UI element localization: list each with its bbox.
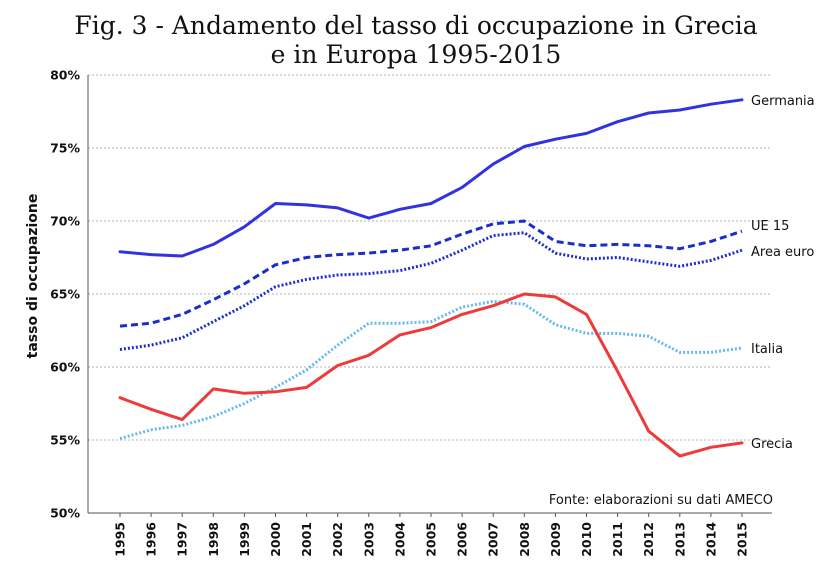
x-tick-label: 2012: [641, 522, 656, 557]
series-label-germania: Germania: [751, 94, 815, 109]
x-tick-label: 2015: [735, 522, 750, 557]
series-line-germania: [118, 98, 744, 258]
x-tick-label: 2003: [361, 522, 376, 557]
series-lines: [118, 98, 744, 458]
series-line-italia: [119, 299, 743, 440]
x-tick-label: 1999: [237, 522, 252, 557]
x-tick-label: 2005: [424, 522, 439, 557]
y-axis-label: tasso di occupazione: [25, 194, 41, 359]
x-tick-label: 2006: [455, 522, 470, 557]
x-tick-label: 2013: [672, 522, 687, 557]
series-labels: Germania UE 15 Area euro Italia Grecia: [751, 94, 815, 452]
source-note: Fonte: elaborazioni su dati AMECO: [549, 493, 773, 508]
y-tick-label: 60%: [50, 360, 80, 375]
series-label-ue-15: UE 15: [751, 219, 789, 234]
series-line-ue-15: [119, 219, 743, 328]
x-tick-label: 1998: [206, 522, 221, 557]
y-tick-label: 65%: [50, 287, 80, 302]
y-tick-label: 75%: [50, 141, 80, 156]
x-tick-label: 2010: [579, 522, 594, 557]
x-tick-label: 2007: [486, 522, 501, 557]
series-line-grecia: [118, 292, 744, 458]
y-tick-label: 70%: [50, 214, 80, 229]
chart-title-line2: e in Europa 1995-2015: [271, 40, 562, 69]
x-tick-label: 2002: [330, 522, 345, 557]
y-tick-label: 55%: [50, 433, 80, 448]
x-tick-label: 2011: [610, 522, 625, 557]
x-tick-label: 2014: [703, 522, 718, 557]
y-tick-labels: 50% 55% 60% 65% 70% 75% 80%: [50, 68, 80, 521]
x-tick-label: 2009: [548, 522, 563, 557]
series-line-area-euro: [119, 231, 743, 351]
x-tick-label: 2000: [268, 522, 283, 557]
x-tick-label: 2004: [392, 522, 407, 557]
y-tick-label: 50%: [50, 506, 80, 521]
x-tick-label: 1997: [175, 522, 190, 557]
x-tick-label: 2008: [517, 522, 532, 557]
y-tick-label: 80%: [50, 68, 80, 83]
x-tick-labels: 1995 1996 1997 1998 1999 2000 2001 2002 2003 2004…: [113, 522, 750, 557]
chart-title-line1: Fig. 3 - Andamento del tasso di occupazi…: [74, 11, 757, 40]
series-label-italia: Italia: [751, 342, 783, 357]
x-tick-label: 2001: [299, 522, 314, 557]
series-label-area-euro: Area euro: [751, 245, 814, 260]
series-label-grecia: Grecia: [751, 437, 793, 452]
axes: [87, 75, 772, 517]
x-tick-label: 1995: [113, 522, 128, 557]
x-tick-label: 1996: [144, 522, 159, 557]
gridlines: [88, 74, 772, 441]
